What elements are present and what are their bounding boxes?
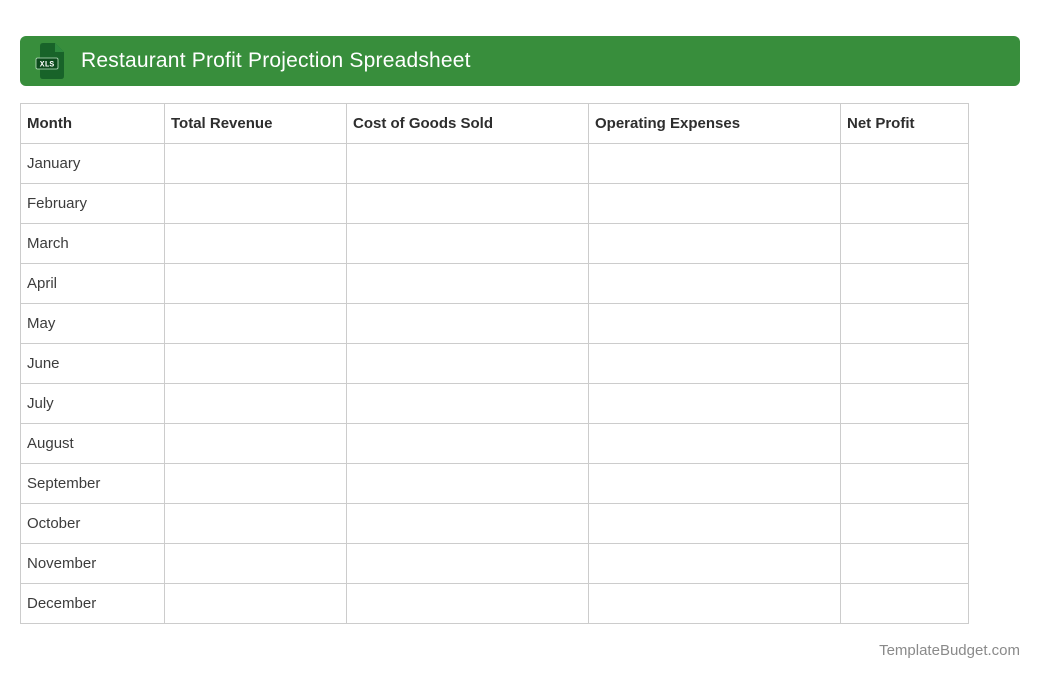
watermark-text: TemplateBudget.com [879, 642, 1020, 659]
column-header: Total Revenue [164, 103, 347, 144]
xls-file-icon: XLS [35, 43, 64, 79]
value-cell [164, 503, 347, 544]
value-cell [346, 183, 589, 224]
month-cell: September [20, 463, 165, 504]
month-cell: October [20, 503, 165, 544]
table-row: June [20, 343, 969, 384]
file-icon-fold [55, 43, 64, 52]
value-cell [346, 423, 589, 464]
value-cell [346, 583, 589, 624]
value-cell [164, 383, 347, 424]
value-cell [840, 303, 969, 344]
value-cell [588, 383, 841, 424]
column-header: Cost of Goods Sold [346, 103, 589, 144]
value-cell [346, 503, 589, 544]
value-cell [346, 343, 589, 384]
value-cell [164, 143, 347, 184]
table-row: February [20, 183, 969, 224]
value-cell [164, 463, 347, 504]
value-cell [840, 543, 969, 584]
value-cell [164, 423, 347, 464]
value-cell [346, 543, 589, 584]
value-cell [588, 223, 841, 264]
month-cell: July [20, 383, 165, 424]
month-cell: January [20, 143, 165, 184]
value-cell [588, 583, 841, 624]
value-cell [588, 303, 841, 344]
value-cell [346, 143, 589, 184]
table-row: September [20, 463, 969, 504]
column-header: Operating Expenses [588, 103, 841, 144]
month-cell: August [20, 423, 165, 464]
value-cell [840, 503, 969, 544]
table-row: May [20, 303, 969, 344]
value-cell [588, 503, 841, 544]
table-row: July [20, 383, 969, 424]
value-cell [164, 303, 347, 344]
file-icon-badge [35, 57, 59, 70]
column-header: Net Profit [840, 103, 969, 144]
month-cell: March [20, 223, 165, 264]
table-row: April [20, 263, 969, 304]
value-cell [840, 583, 969, 624]
page-title: Restaurant Profit Projection Spreadsheet [81, 49, 471, 72]
table-row: January [20, 143, 969, 184]
projection-table: Month Total Revenue Cost of Goods Sold Oper… [20, 103, 969, 624]
value-cell [346, 383, 589, 424]
value-cell [164, 343, 347, 384]
value-cell [840, 423, 969, 464]
month-cell: November [20, 543, 165, 584]
value-cell [164, 543, 347, 584]
value-cell [588, 143, 841, 184]
value-cell [588, 543, 841, 584]
month-cell: June [20, 343, 165, 384]
value-cell [164, 223, 347, 264]
value-cell [588, 463, 841, 504]
value-cell [840, 263, 969, 304]
table-row: October [20, 503, 969, 544]
month-cell: May [20, 303, 165, 344]
value-cell [840, 383, 969, 424]
value-cell [840, 223, 969, 264]
month-cell: April [20, 263, 165, 304]
value-cell [840, 183, 969, 224]
value-cell [840, 143, 969, 184]
value-cell [346, 263, 589, 304]
value-cell [840, 463, 969, 504]
table-row: December [20, 583, 969, 624]
table-row: March [20, 223, 969, 264]
table-header-row: Month Total Revenue Cost of Goods Sold Oper… [20, 103, 969, 144]
value-cell [588, 343, 841, 384]
value-cell [588, 423, 841, 464]
value-cell [588, 263, 841, 304]
value-cell [164, 183, 347, 224]
value-cell [346, 463, 589, 504]
value-cell [346, 303, 589, 344]
value-cell [588, 183, 841, 224]
table-row: August [20, 423, 969, 464]
header-bar: XLS Restaurant Profit Projection Spreads… [20, 36, 1020, 86]
month-cell: December [20, 583, 165, 624]
value-cell [164, 263, 347, 304]
column-header: Month [20, 103, 165, 144]
value-cell [840, 343, 969, 384]
value-cell [164, 583, 347, 624]
file-type-label: XLS [40, 61, 55, 70]
value-cell [346, 223, 589, 264]
month-cell: February [20, 183, 165, 224]
table-row: November [20, 543, 969, 584]
